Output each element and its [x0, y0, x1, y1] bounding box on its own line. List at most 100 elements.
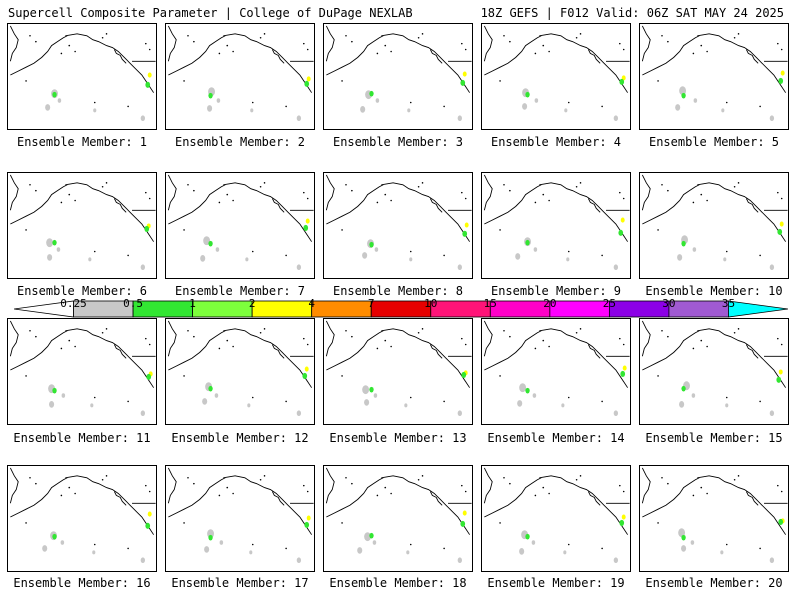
island — [443, 105, 445, 108]
island — [251, 543, 254, 546]
island — [390, 492, 392, 495]
ensemble-map-panel — [639, 23, 789, 130]
island — [93, 250, 96, 253]
island — [29, 183, 31, 186]
parameter-contour — [681, 545, 687, 552]
island — [579, 33, 582, 35]
parameter-contour — [140, 410, 145, 417]
parameter-contour — [457, 115, 462, 122]
island — [376, 347, 379, 350]
island — [376, 494, 379, 497]
island — [567, 543, 570, 546]
parameter-contour — [369, 532, 374, 539]
coastline — [168, 35, 226, 76]
coastline — [271, 344, 285, 359]
island — [68, 339, 71, 342]
island — [303, 337, 305, 340]
coastline — [167, 467, 177, 504]
parameter-contour — [769, 264, 775, 271]
coastline — [429, 49, 443, 64]
island — [534, 494, 537, 497]
island — [29, 476, 31, 479]
ensemble-member-label: Ensemble Member: 4 — [490, 135, 622, 149]
island — [285, 400, 287, 403]
parameter-contour — [691, 393, 696, 398]
map-canvas — [483, 25, 630, 122]
island — [218, 201, 221, 204]
parameter-contour — [208, 534, 213, 541]
ensemble-map-panel — [7, 318, 157, 425]
island — [183, 375, 185, 377]
island — [341, 80, 343, 82]
island — [661, 34, 663, 37]
parameter-contour — [140, 264, 145, 271]
island — [127, 254, 129, 257]
parameter-contour — [613, 410, 619, 417]
island — [351, 40, 353, 43]
parameter-contour — [462, 71, 467, 77]
island — [725, 543, 728, 546]
island — [409, 543, 412, 546]
parameter-contour — [362, 385, 370, 395]
island — [461, 484, 463, 487]
island — [351, 482, 353, 485]
map-canvas — [641, 25, 788, 122]
map-canvas — [9, 174, 156, 271]
colorbar-tick-label: 25 — [602, 297, 616, 310]
coastline — [10, 477, 68, 518]
parameter-contour — [725, 403, 729, 408]
parameter-contour — [620, 217, 625, 223]
island — [259, 36, 262, 39]
parameter-contour — [515, 253, 521, 260]
parameter-contour — [519, 548, 525, 555]
parameter-contour — [200, 255, 206, 262]
island — [443, 547, 445, 550]
parameter-contour — [145, 522, 151, 529]
island — [93, 101, 96, 104]
coastline — [9, 467, 19, 504]
island — [390, 345, 392, 348]
parameter-contour — [679, 86, 687, 96]
island — [737, 328, 740, 330]
island — [218, 52, 221, 55]
parameter-contour — [534, 98, 539, 103]
ensemble-map-panel — [481, 318, 631, 425]
parameter-contour — [769, 410, 775, 417]
island — [341, 522, 343, 524]
parameter-contour — [720, 550, 724, 555]
ensemble-map-panel — [481, 172, 631, 279]
parameter-contour — [406, 550, 410, 555]
island — [306, 490, 309, 493]
parameter-contour — [409, 257, 413, 262]
island — [183, 229, 185, 231]
map-canvas — [9, 320, 156, 417]
coastline — [587, 49, 601, 64]
parameter-contour — [677, 254, 683, 261]
island — [509, 40, 511, 43]
island — [706, 50, 708, 53]
island — [780, 48, 783, 51]
island — [218, 347, 221, 350]
island — [35, 482, 37, 485]
coastline — [271, 491, 285, 506]
island — [667, 482, 669, 485]
island — [351, 189, 353, 192]
parameter-contour — [364, 399, 370, 406]
island — [68, 44, 71, 47]
coastline — [9, 320, 19, 357]
island — [35, 40, 37, 43]
island — [443, 254, 445, 257]
island — [263, 475, 266, 477]
parameter-contour — [517, 400, 523, 407]
parameter-contour — [56, 247, 61, 252]
island — [567, 250, 570, 253]
coastline — [326, 330, 384, 371]
island — [193, 482, 195, 485]
coastline — [641, 25, 651, 62]
island — [622, 343, 625, 346]
coastline — [65, 475, 155, 535]
island — [421, 475, 424, 477]
coastline — [113, 198, 127, 213]
parameter-contour — [622, 365, 627, 371]
island — [105, 475, 108, 477]
